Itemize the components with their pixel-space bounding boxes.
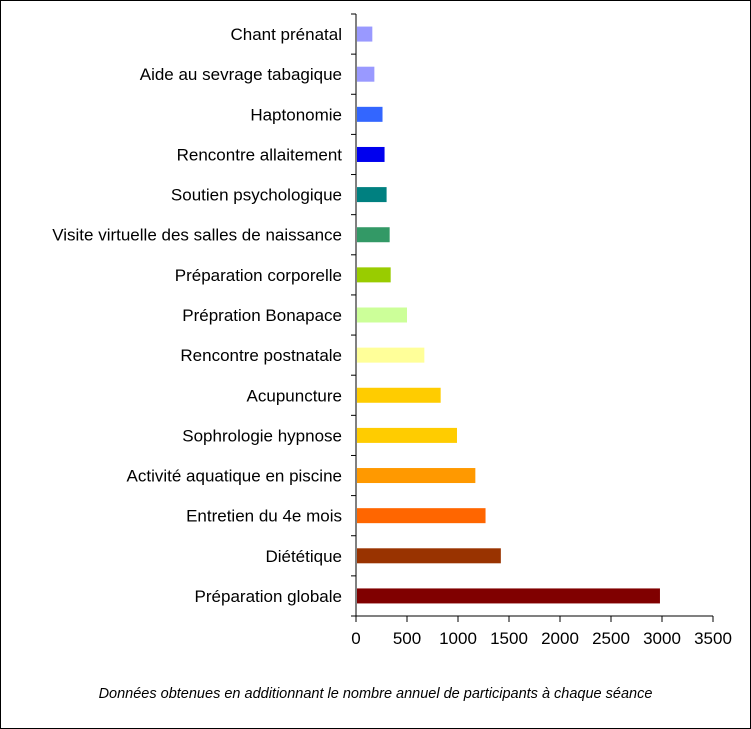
- category-label: Entretien du 4e mois: [186, 507, 342, 526]
- x-tick-label: 2500: [592, 629, 630, 648]
- bar: [357, 227, 390, 243]
- bar: [357, 187, 387, 203]
- bar: [357, 347, 425, 363]
- bar: [357, 508, 486, 524]
- x-tick-label: 2000: [541, 629, 579, 648]
- category-label: Sophrologie hypnose: [182, 426, 342, 445]
- category-label: Diététique: [265, 547, 342, 566]
- bar: [357, 548, 501, 564]
- bar: [357, 26, 373, 42]
- category-label: Préparation corporelle: [175, 266, 342, 285]
- x-tick-label: 0: [351, 629, 360, 648]
- category-label: Rencontre allaitement: [177, 145, 343, 164]
- category-label: Préparation globale: [195, 587, 342, 606]
- category-label: Rencontre postnatale: [180, 346, 342, 365]
- category-label: Activité aquatique en piscine: [127, 467, 342, 486]
- bar: [357, 588, 660, 604]
- bar: [357, 468, 476, 484]
- category-label: Visite virtuelle des salles de naissance: [52, 226, 342, 245]
- bar: [357, 66, 375, 82]
- bar: [357, 427, 457, 443]
- category-label: Haptonomie: [250, 105, 342, 124]
- bar: [357, 387, 441, 403]
- x-tick-label: 1500: [490, 629, 528, 648]
- bar: [357, 307, 407, 323]
- bar: [357, 146, 385, 162]
- category-label: Soutien psychologique: [171, 186, 342, 205]
- footnote: Données obtenues en additionnant le nomb…: [98, 686, 653, 702]
- category-label: Chant prénatal: [230, 25, 342, 44]
- x-tick-label: 500: [393, 629, 421, 648]
- x-tick-label: 1000: [439, 629, 477, 648]
- x-tick-label: 3000: [643, 629, 681, 648]
- category-label: Acupuncture: [247, 386, 342, 405]
- category-label: Aide au sevrage tabagique: [140, 65, 342, 84]
- bar: [357, 267, 391, 283]
- x-tick-label: 3500: [694, 629, 732, 648]
- bar: [357, 106, 383, 122]
- category-label: Prépration Bonapace: [182, 306, 342, 325]
